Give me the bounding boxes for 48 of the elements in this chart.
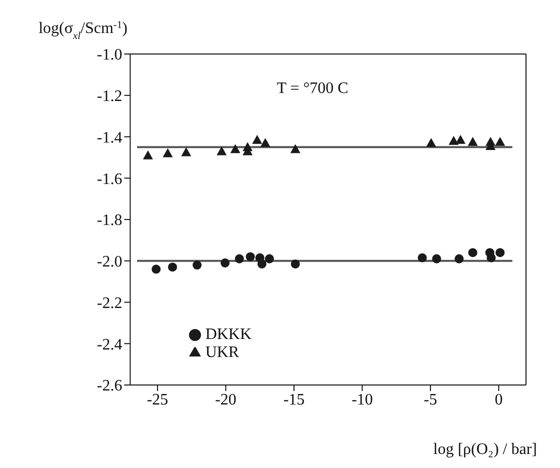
y-tick-label: -2.2 [96,294,122,312]
point [290,259,300,268]
point [260,138,270,147]
point [246,252,255,262]
point [432,254,442,264]
point [486,253,496,262]
point [234,254,244,264]
point [264,254,274,264]
y-tick-label: -1.8 [96,212,122,230]
point [290,144,300,154]
point [142,150,153,160]
y-tick-label: -2.6 [96,378,122,395]
point [496,248,505,258]
x-tick-label: 0 [494,391,503,408]
x-tick-label: -25 [146,391,168,408]
legend-label: UKR [205,344,240,361]
point [257,259,266,268]
point [162,148,173,158]
y-tick-label: -1.6 [96,170,122,188]
point [152,264,161,274]
point [220,258,230,268]
y-tick-label: -1.2 [96,88,122,106]
y-tick-label: -2.0 [96,254,122,271]
point [468,248,478,258]
point [216,146,227,156]
point [468,136,478,146]
legend-label: DKKK [205,326,252,343]
point [495,136,506,146]
y-tick-label: -2.4 [96,336,122,354]
point [181,147,192,156]
point [448,136,459,145]
point [252,134,262,144]
point [230,144,240,154]
point [426,138,436,147]
point [454,254,464,264]
point [168,262,178,272]
point [455,134,466,144]
x-axis-title: log [ρ(O₂) / bar] [433,441,537,458]
point [192,260,202,270]
y-axis-title: log(σ$_{xl}$/Scm$^{-1}$) [38,20,128,42]
point [418,253,427,262]
y-tick-label: -1.4 [96,129,122,146]
x-tick-label: -15 [283,391,305,408]
x-tick-label: -20 [215,391,236,408]
x-tick-label: -5 [424,391,438,408]
annotation: T = °700 C [276,80,348,97]
x-tick-label: -10 [352,391,373,408]
y-tick-label: -1.0 [96,46,122,64]
